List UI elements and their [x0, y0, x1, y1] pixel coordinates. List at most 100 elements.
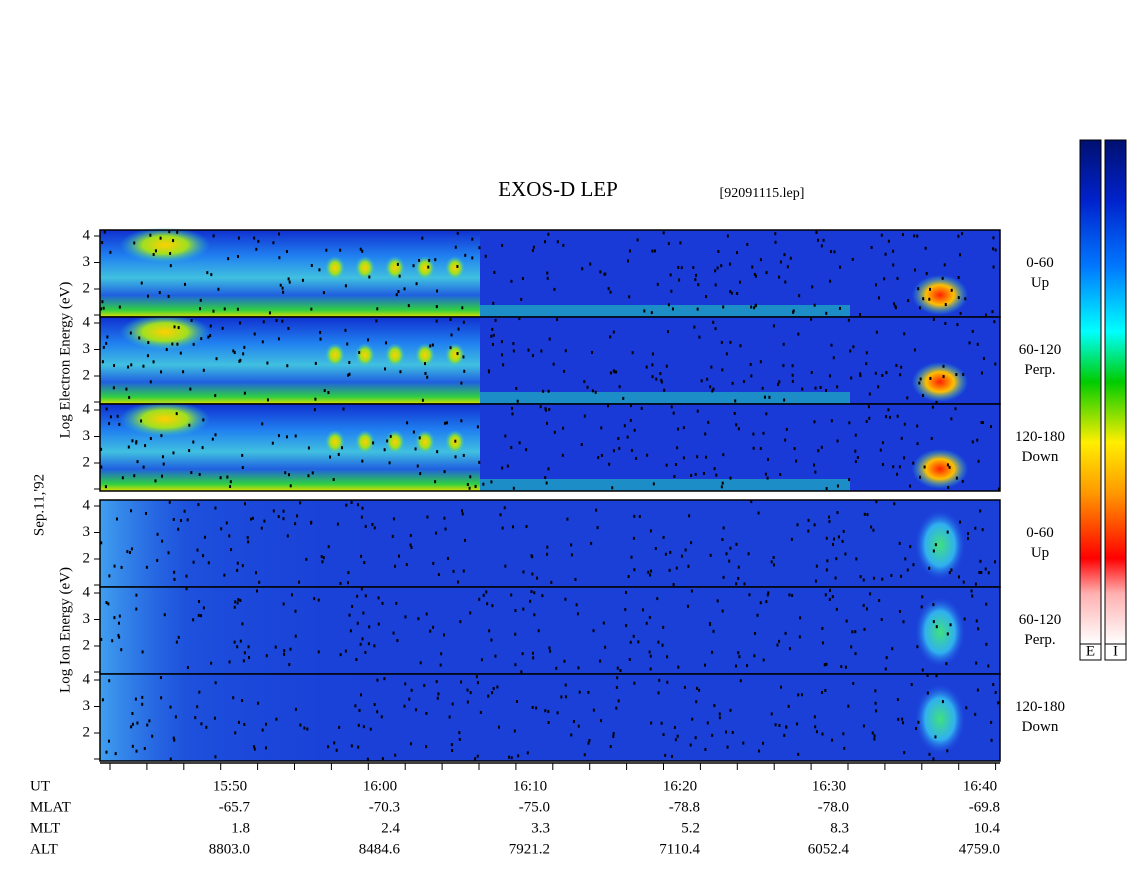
noise — [926, 691, 929, 695]
noise — [263, 519, 266, 523]
noise — [645, 621, 648, 625]
noise — [361, 637, 364, 641]
noise — [105, 601, 108, 605]
noise — [147, 341, 150, 345]
noise — [545, 481, 548, 485]
noise — [533, 613, 536, 617]
noise — [710, 365, 713, 369]
noise — [520, 297, 523, 301]
noise — [202, 368, 205, 372]
noise — [810, 317, 813, 321]
noise — [815, 564, 818, 568]
noise — [242, 352, 245, 356]
noise — [192, 440, 195, 444]
noise — [182, 370, 185, 374]
noise — [835, 557, 838, 561]
noise — [108, 422, 111, 426]
noise — [903, 422, 906, 426]
noise — [873, 734, 876, 738]
noise — [722, 305, 725, 309]
noise — [784, 438, 787, 442]
noise — [777, 382, 780, 386]
y-tick-label: 2 — [83, 724, 91, 740]
noise — [192, 560, 195, 564]
noise — [618, 385, 621, 389]
noise — [546, 271, 549, 275]
noise — [642, 608, 645, 612]
noise — [120, 565, 123, 569]
noise — [108, 574, 111, 578]
noise — [313, 597, 316, 601]
spectrogram-band — [480, 479, 850, 491]
noise — [651, 375, 654, 379]
noise — [672, 582, 675, 586]
noise — [957, 296, 960, 300]
noise — [262, 320, 265, 324]
noise — [544, 709, 547, 713]
noise — [241, 698, 244, 702]
noise — [540, 349, 543, 353]
noise — [488, 629, 491, 633]
noise — [673, 474, 676, 478]
noise — [268, 311, 271, 315]
noise — [814, 386, 817, 390]
noise — [957, 234, 960, 238]
noise — [548, 337, 551, 341]
noise — [100, 465, 103, 469]
noise — [735, 251, 738, 255]
noise — [161, 474, 164, 478]
ephemeris-value: 10.4 — [974, 820, 1001, 836]
noise — [319, 337, 322, 341]
noise — [979, 509, 982, 513]
ephemeris-value: 7110.4 — [659, 841, 700, 857]
noise — [978, 570, 981, 574]
noise — [689, 743, 692, 747]
noise — [698, 335, 701, 339]
noise — [959, 520, 962, 524]
noise — [186, 518, 189, 522]
noise — [737, 651, 740, 655]
noise — [662, 231, 665, 235]
noise — [646, 453, 649, 457]
ephemeris-value: 6052.4 — [808, 841, 850, 857]
ut-label: 16:00 — [363, 778, 397, 794]
noise — [921, 595, 924, 599]
noise — [484, 254, 487, 258]
noise — [721, 368, 724, 372]
noise — [783, 398, 786, 402]
noise — [722, 575, 725, 579]
spectrogram-blob — [325, 343, 345, 367]
noise — [171, 342, 174, 346]
noise — [795, 459, 798, 463]
noise — [405, 563, 408, 567]
noise — [633, 681, 636, 685]
noise — [282, 517, 285, 521]
noise — [865, 607, 868, 611]
noise — [135, 593, 138, 597]
noise — [456, 231, 459, 235]
noise — [236, 307, 239, 311]
noise — [529, 599, 532, 603]
noise — [419, 661, 422, 665]
noise — [754, 304, 757, 308]
noise — [676, 734, 679, 738]
noise — [556, 318, 559, 322]
noise — [440, 652, 443, 656]
noise — [932, 757, 935, 761]
noise — [854, 630, 857, 634]
noise — [709, 621, 712, 625]
noise — [141, 702, 144, 706]
noise — [891, 647, 894, 651]
noise — [859, 374, 862, 378]
noise — [964, 297, 967, 301]
noise — [213, 716, 216, 720]
ut-label: 15:50 — [213, 778, 247, 794]
noise — [255, 589, 258, 593]
noise — [612, 731, 615, 735]
noise — [367, 642, 370, 646]
noise — [435, 680, 438, 684]
noise — [865, 419, 868, 423]
noise — [329, 455, 332, 459]
noise — [345, 503, 348, 507]
noise — [342, 407, 345, 411]
